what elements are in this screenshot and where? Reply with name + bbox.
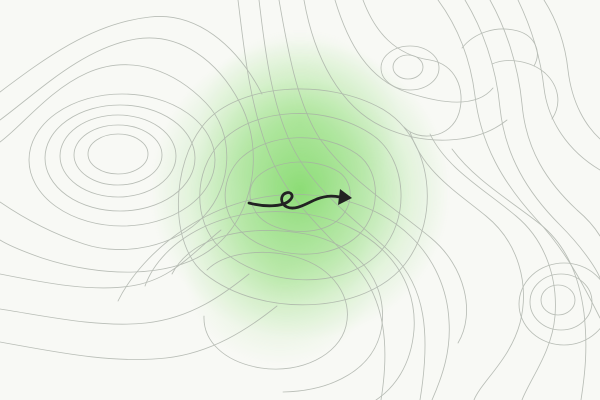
curvy-arrow-icon xyxy=(247,189,352,210)
